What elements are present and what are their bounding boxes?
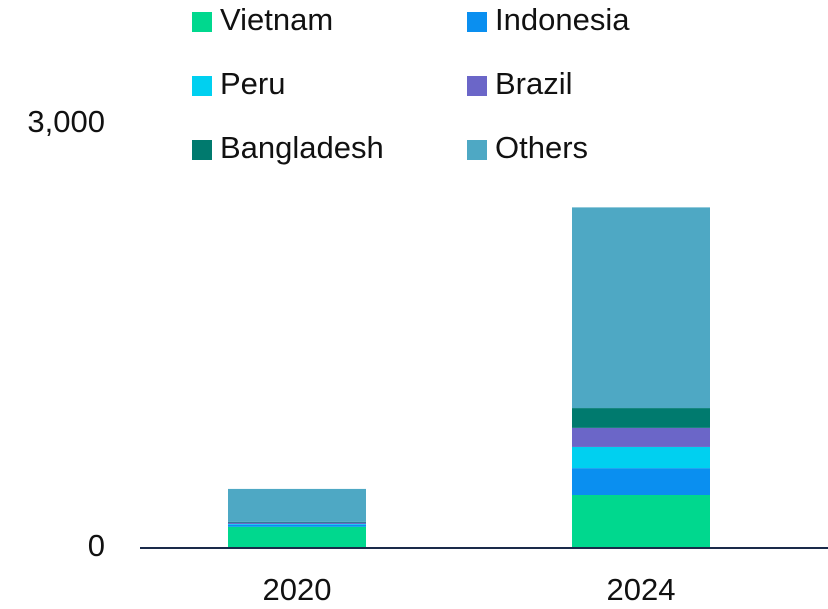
bar-segment: [572, 207, 710, 409]
y-tick-label: 3,000: [27, 104, 105, 139]
legend-label: Peru: [220, 66, 285, 101]
legend-label: Brazil: [495, 66, 573, 101]
bar-segment: [228, 523, 366, 525]
legend-swatch: [467, 140, 487, 160]
legend-label: Others: [495, 130, 588, 165]
legend-label: Vietnam: [220, 2, 333, 37]
bar-segment: [228, 526, 366, 548]
x-tick-label: 2024: [607, 572, 676, 607]
bar-segment: [572, 408, 710, 428]
x-tick-label: 2020: [263, 572, 332, 607]
bar-segment: [572, 468, 710, 495]
legend-swatch: [467, 12, 487, 32]
bar-segment: [228, 522, 366, 524]
bar-segment: [572, 495, 710, 548]
bar-segment: [228, 488, 366, 522]
legend-swatch: [192, 140, 212, 160]
bar-segment: [572, 427, 710, 447]
bar-segment: [228, 524, 366, 527]
legend-label: Indonesia: [495, 2, 630, 37]
legend-swatch: [467, 76, 487, 96]
legend-label: Bangladesh: [220, 130, 384, 165]
legend-swatch: [192, 12, 212, 32]
legend-swatch: [192, 76, 212, 96]
bar-segment: [228, 521, 366, 523]
bar-segment: [572, 446, 710, 469]
y-tick-label: 0: [88, 528, 105, 563]
